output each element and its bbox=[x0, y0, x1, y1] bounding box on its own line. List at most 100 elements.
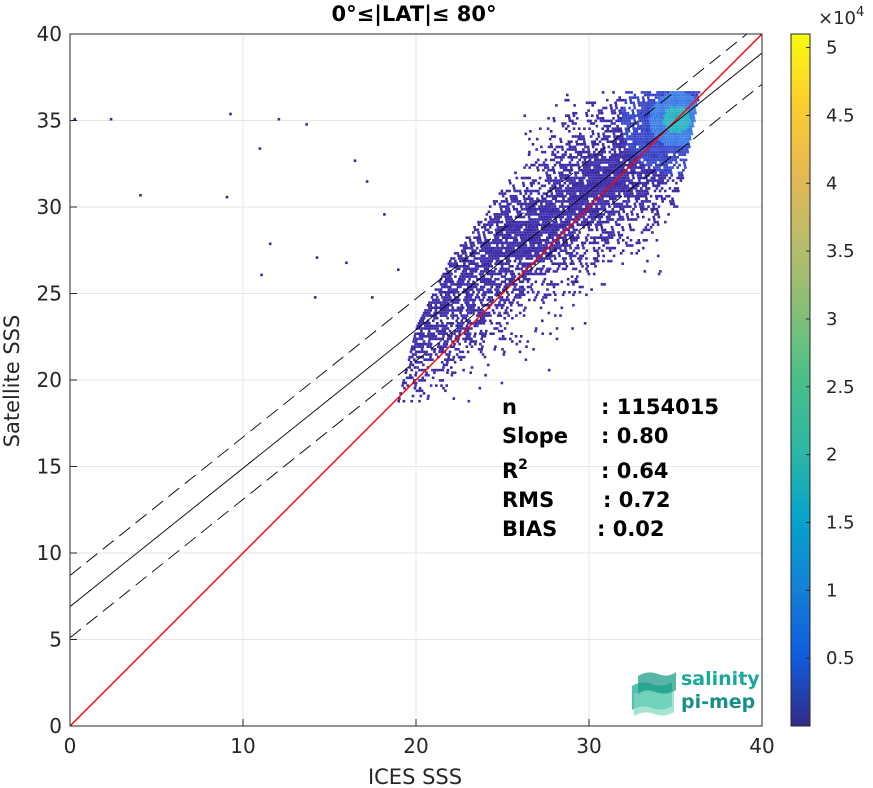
density-cell bbox=[503, 350, 506, 354]
density-cell bbox=[563, 122, 567, 125]
density-cell bbox=[645, 239, 648, 242]
density-cell bbox=[523, 114, 526, 117]
density-cell bbox=[671, 130, 675, 133]
density-cell bbox=[518, 350, 522, 354]
density-cell bbox=[414, 340, 418, 343]
density-cell bbox=[596, 168, 600, 172]
density-cell bbox=[629, 98, 632, 102]
colorbar-gradient bbox=[790, 33, 811, 727]
density-cell bbox=[544, 179, 548, 182]
density-cell bbox=[621, 122, 624, 125]
density-cell bbox=[507, 207, 511, 211]
density-cell bbox=[671, 189, 675, 193]
density-cell bbox=[547, 270, 551, 273]
density-cell bbox=[642, 163, 645, 167]
density-cell bbox=[556, 226, 559, 229]
density-cell bbox=[445, 363, 448, 367]
density-cell bbox=[544, 207, 547, 211]
density-cell bbox=[676, 98, 679, 102]
x-tick-label: 40 bbox=[749, 734, 774, 758]
density-cell bbox=[693, 119, 696, 123]
density-cell bbox=[615, 223, 618, 226]
density-cell bbox=[494, 246, 497, 250]
density-cell bbox=[432, 324, 435, 328]
density-cell bbox=[500, 189, 504, 193]
density-cell bbox=[537, 223, 541, 226]
density-cell bbox=[570, 241, 574, 245]
density-cell bbox=[451, 322, 455, 325]
density-cell bbox=[641, 145, 644, 149]
density-cell bbox=[657, 194, 661, 198]
density-cell bbox=[496, 226, 500, 229]
density-cell bbox=[592, 202, 595, 206]
density-cell bbox=[536, 158, 540, 162]
density-cell bbox=[566, 163, 570, 167]
density-cell bbox=[501, 233, 504, 237]
density-cell bbox=[499, 207, 503, 211]
density-cell bbox=[641, 96, 645, 99]
density-cell bbox=[521, 220, 524, 224]
density-cell bbox=[455, 262, 458, 265]
density-cell bbox=[552, 179, 556, 182]
density-cell bbox=[506, 244, 509, 247]
density-cell bbox=[595, 257, 599, 260]
density-cell bbox=[632, 187, 635, 190]
density-cell bbox=[480, 348, 483, 351]
density-cell bbox=[452, 345, 456, 348]
density-cell bbox=[586, 181, 590, 185]
density-cell bbox=[561, 205, 565, 208]
density-cell bbox=[427, 332, 430, 335]
density-cell bbox=[571, 327, 574, 330]
density-cell bbox=[524, 192, 528, 195]
colorbar-ticks: 0.511.522.533.544.55 bbox=[806, 38, 855, 669]
density-cell bbox=[610, 148, 614, 151]
density-cell bbox=[612, 200, 615, 203]
density-cell bbox=[590, 153, 593, 156]
density-cell bbox=[531, 197, 534, 201]
density-cell bbox=[621, 137, 625, 141]
density-cell bbox=[605, 194, 609, 198]
density-cell bbox=[655, 140, 659, 143]
density-cell bbox=[649, 148, 653, 151]
density-cell bbox=[611, 187, 615, 190]
density-cell bbox=[518, 285, 522, 289]
density-cell bbox=[484, 249, 487, 252]
density-cell bbox=[669, 132, 673, 136]
density-cell bbox=[482, 265, 486, 268]
density-cell bbox=[631, 96, 634, 99]
density-cell bbox=[522, 288, 526, 291]
density-cell bbox=[554, 187, 557, 190]
density-cell bbox=[416, 324, 419, 328]
density-cell bbox=[583, 322, 587, 325]
density-cell bbox=[653, 166, 656, 169]
density-cell bbox=[585, 101, 589, 105]
colorbar-tick-label: 4 bbox=[826, 173, 837, 194]
density-cell bbox=[548, 257, 552, 260]
density-cell bbox=[420, 379, 424, 382]
density-cell bbox=[561, 174, 565, 177]
density-cell bbox=[626, 205, 629, 208]
density-cell bbox=[637, 140, 641, 143]
density-cell bbox=[577, 153, 580, 156]
density-cell bbox=[650, 176, 653, 180]
density-cell bbox=[610, 171, 613, 175]
density-cell bbox=[661, 158, 664, 162]
density-cell bbox=[420, 350, 423, 354]
density-cell bbox=[663, 176, 666, 180]
density-cell bbox=[490, 275, 493, 278]
density-cell bbox=[614, 130, 618, 133]
density-cell bbox=[583, 252, 587, 255]
density-cell bbox=[639, 135, 642, 138]
density-cell bbox=[618, 184, 622, 188]
density-cell bbox=[561, 122, 564, 125]
density-cell bbox=[623, 145, 626, 149]
density-cell bbox=[448, 280, 452, 284]
density-cell bbox=[489, 319, 492, 323]
density-cell bbox=[428, 322, 431, 325]
density-cell bbox=[601, 200, 605, 203]
density-cell bbox=[568, 254, 572, 258]
density-cell bbox=[626, 194, 629, 198]
density-cell bbox=[442, 298, 445, 302]
density-cell bbox=[578, 179, 581, 182]
density-cell bbox=[428, 358, 432, 361]
